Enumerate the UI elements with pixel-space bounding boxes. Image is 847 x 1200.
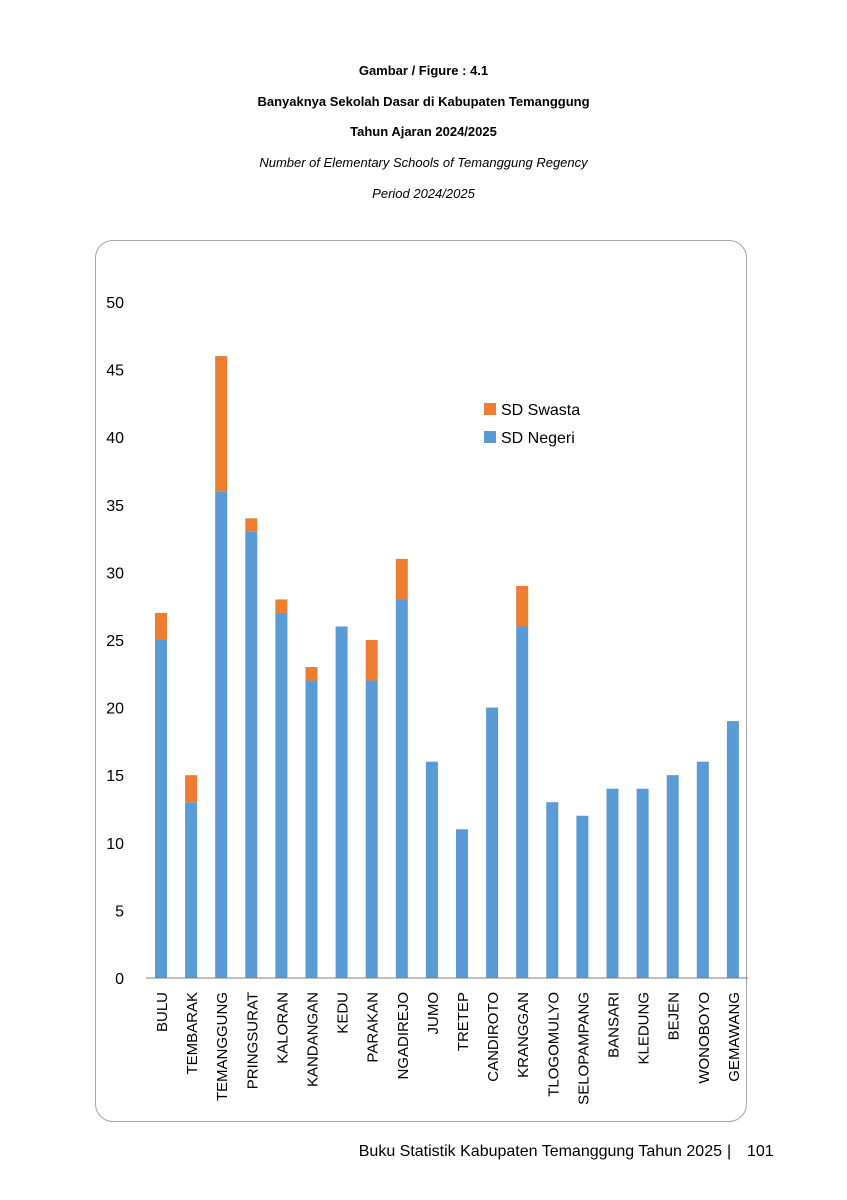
bar-sd-negeri-bulu [155,640,167,978]
x-tick-label: BANSARI [606,992,623,1058]
bar-sd-negeri-bansari [606,788,619,978]
y-tick-label: 45 [106,363,124,380]
bar-sd-swasta-parakan [365,640,378,681]
x-tick-label: TEMBARAK [184,992,201,1075]
bar-sd-swasta-pringsurat [245,518,258,532]
y-tick-label: 25 [106,633,124,650]
y-axis-ticks: 0 5 10 15 20 25 30 35 40 45 50 [106,295,124,988]
x-tick-label: TRETEP [455,992,472,1051]
legend-label-sd-swasta: SD Swasta [501,402,580,419]
y-tick-label: 10 [106,836,124,853]
bar-sd-negeri-parakan [365,680,378,978]
title-english: Number of Elementary Schools of Temanggu… [259,155,588,170]
bar-sd-negeri-tlogomulyo [546,802,559,978]
bar-sd-negeri-gemawang [726,721,739,978]
x-axis-labels: BULU TEMBARAK TEMANGGUNG PRINGSURAT KALORAN K… [154,992,743,1105]
title-indonesian: Banyaknya Sekolah Dasar di Kabupaten Tem… [257,94,590,109]
y-tick-label: 0 [115,971,124,988]
x-tick-label: TLOGOMULYO [545,992,562,1097]
page-number: 101 [747,1143,774,1160]
x-tick-label: TEMANGGUNG [214,992,231,1101]
x-tick-label: CANDIROTO [485,992,502,1082]
bar-sd-negeri-candiroto [486,707,499,978]
x-tick-label: KANDANGAN [305,992,322,1087]
bar-sd-swasta-tembarak [185,775,198,803]
y-tick-label: 40 [106,430,124,447]
x-tick-label: KALORAN [274,992,291,1064]
y-tick-label: 5 [115,903,124,920]
y-tick-label: 15 [106,768,124,785]
x-tick-label: JUMO [425,992,442,1035]
x-tick-label: WONOBOYO [696,992,713,1084]
y-tick-label: 35 [106,498,124,515]
bar-sd-swasta-bulu [155,612,167,640]
footer-separator: | [727,1143,732,1160]
bar-sd-negeri-kranggan [516,626,529,978]
x-tick-label: KLEDUNG [636,992,653,1065]
bar-sd-negeri-ngadirejo [395,599,408,978]
bar-sd-negeri-pringsurat [245,531,258,978]
x-tick-label: KEDU [335,992,352,1034]
bar-sd-negeri-kandangan [305,680,318,978]
legend-swatch-sd-negeri [484,431,496,443]
bar-sd-negeri-kaloran [275,612,288,978]
bar-sd-swasta-temanggung [215,356,228,492]
bar-sd-negeri-jumo [425,761,438,978]
x-tick-label: PRINGSURAT [244,992,261,1089]
bars [155,356,739,978]
bar-sd-swasta-kandangan [305,667,318,681]
x-tick-label: PARAKAN [365,992,382,1063]
x-tick-label: KRANGGAN [515,992,532,1078]
bar-sd-negeri-kledung [636,788,649,978]
bar-sd-swasta-kaloran [275,599,288,613]
period-indonesian: Tahun Ajaran 2024/2025 [350,124,497,139]
legend-swatch-sd-swasta [484,403,496,415]
y-tick-label: 20 [106,701,124,718]
bar-sd-negeri-selopampang [576,815,589,978]
bar-sd-negeri-wonoboyo [696,761,709,978]
footer-title: Buku Statistik Kabupaten Temanggung Tahu… [358,1143,722,1160]
bar-sd-negeri-bejen [666,775,679,978]
x-tick-label: BEJEN [666,992,683,1040]
bar-sd-negeri-tembarak [185,802,198,978]
figure-label: Gambar / Figure : 4.1 [358,63,489,78]
y-tick-label: 30 [106,565,124,582]
period-english: Period 2024/2025 [372,186,475,201]
bar-sd-swasta-ngadirejo [395,558,408,600]
bar-sd-negeri-kedu [335,626,348,978]
bar-sd-negeri-temanggung [215,491,228,978]
page-footer: Buku Statistik Kabupaten Temanggung Tahu… [0,1143,847,1165]
x-tick-label: SELOPAMPANG [575,992,592,1105]
x-tick-label: BULU [154,992,171,1032]
y-tick-label: 50 [106,295,124,312]
bar-sd-swasta-kranggan [516,585,529,627]
legend: SD Swasta SD Negeri [484,402,580,447]
x-tick-label: NGADIREJO [395,992,412,1080]
x-tick-label: GEMAWANG [726,992,743,1082]
legend-label-sd-negeri: SD Negeri [501,430,575,447]
bar-sd-negeri-tretep [456,829,468,978]
